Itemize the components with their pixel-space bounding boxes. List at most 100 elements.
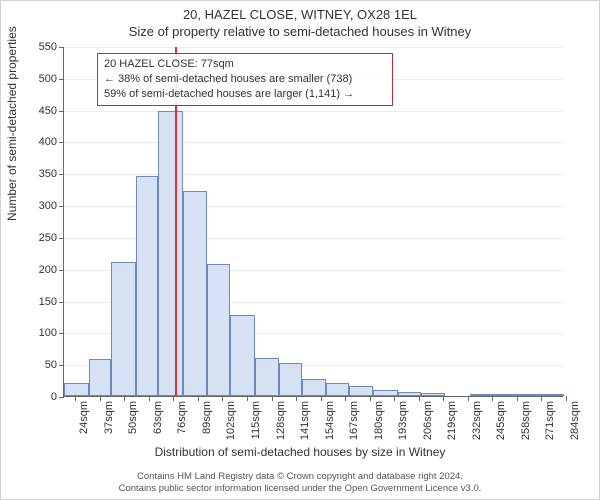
xtick-label: 284sqm (569, 401, 581, 461)
histogram-bar (255, 358, 280, 396)
xtick-mark (173, 396, 174, 401)
histogram-bar (89, 359, 112, 396)
xtick-label: 193sqm (397, 401, 409, 461)
xtick-mark (541, 396, 542, 401)
histogram-bar (398, 392, 421, 396)
xtick-mark (222, 396, 223, 401)
histogram-bar (64, 383, 89, 396)
xtick-label: 271sqm (544, 401, 556, 461)
xtick-mark (247, 396, 248, 401)
ytick-label: 150 (17, 296, 57, 308)
chart-container: 20, HAZEL CLOSE, WITNEY, OX28 1EL Size o… (0, 0, 600, 500)
xtick-mark (394, 396, 395, 401)
xtick-label: 141sqm (299, 401, 311, 461)
xtick-mark (443, 396, 444, 401)
xtick-mark (345, 396, 346, 401)
xtick-mark (321, 396, 322, 401)
histogram-bar (470, 394, 493, 396)
histogram-bar (517, 394, 542, 396)
annotation-line2: ← 38% of semi-detached houses are smalle… (104, 72, 386, 87)
gridline (64, 174, 563, 175)
xtick-label: 128sqm (275, 401, 287, 461)
xtick-label: 50sqm (127, 401, 139, 461)
xtick-mark (149, 396, 150, 401)
chart-title: 20, HAZEL CLOSE, WITNEY, OX28 1EL (1, 7, 599, 22)
ytick-mark (59, 238, 64, 239)
histogram-bar (541, 394, 564, 396)
histogram-bar (349, 386, 374, 396)
xtick-label: 115sqm (250, 401, 262, 461)
xtick-label: 37sqm (103, 401, 115, 461)
gridline (64, 47, 563, 48)
y-axis-label: Number of semi-detached properties (5, 26, 19, 221)
histogram-bar (326, 383, 349, 396)
ytick-mark (59, 174, 64, 175)
ytick-mark (59, 302, 64, 303)
ytick-label: 350 (17, 168, 57, 180)
xtick-mark (419, 396, 420, 401)
annotation-line1: 20 HAZEL CLOSE: 77sqm (104, 57, 386, 72)
histogram-bar (183, 191, 208, 396)
ytick-label: 250 (17, 232, 57, 244)
histogram-bar (230, 315, 255, 396)
footnote-line2: Contains public sector information licen… (1, 483, 599, 495)
ytick-mark (59, 270, 64, 271)
ytick-mark (59, 397, 64, 398)
xtick-mark (124, 396, 125, 401)
xtick-mark (370, 396, 371, 401)
histogram-bar (158, 111, 183, 396)
histogram-bar (111, 262, 136, 396)
xtick-label: 63sqm (152, 401, 164, 461)
ytick-label: 500 (17, 73, 57, 85)
xtick-label: 89sqm (201, 401, 213, 461)
ytick-label: 50 (17, 359, 57, 371)
ytick-mark (59, 47, 64, 48)
xtick-label: 167sqm (348, 401, 360, 461)
ytick-label: 550 (17, 41, 57, 53)
ytick-mark (59, 111, 64, 112)
footnote: Contains HM Land Registry data © Crown c… (1, 471, 599, 495)
xtick-mark (296, 396, 297, 401)
xtick-label: 76sqm (176, 401, 188, 461)
histogram-bar (492, 394, 517, 396)
xtick-label: 219sqm (446, 401, 458, 461)
histogram-bar (302, 379, 327, 396)
histogram-bar (421, 393, 446, 396)
footnote-line1: Contains HM Land Registry data © Crown c… (1, 471, 599, 483)
xtick-mark (198, 396, 199, 401)
annotation-box: 20 HAZEL CLOSE: 77sqm ← 38% of semi-deta… (97, 53, 393, 106)
xtick-label: 258sqm (520, 401, 532, 461)
ytick-mark (59, 206, 64, 207)
ytick-mark (59, 365, 64, 366)
xtick-mark (517, 396, 518, 401)
annotation-line3: 59% of semi-detached houses are larger (… (104, 87, 386, 102)
chart-subtitle: Size of property relative to semi-detach… (1, 24, 599, 39)
xtick-mark (75, 396, 76, 401)
xtick-label: 24sqm (78, 401, 90, 461)
xtick-label: 206sqm (422, 401, 434, 461)
xtick-mark (272, 396, 273, 401)
xtick-label: 232sqm (471, 401, 483, 461)
xtick-mark (492, 396, 493, 401)
histogram-bar (207, 264, 230, 396)
ytick-label: 400 (17, 136, 57, 148)
histogram-bar (279, 363, 302, 396)
gridline (64, 111, 563, 112)
xtick-mark (100, 396, 101, 401)
ytick-mark (59, 142, 64, 143)
xtick-mark (566, 396, 567, 401)
ytick-label: 100 (17, 327, 57, 339)
ytick-mark (59, 79, 64, 80)
xtick-label: 102sqm (225, 401, 237, 461)
ytick-label: 0 (17, 391, 57, 403)
ytick-mark (59, 333, 64, 334)
histogram-bar (136, 176, 159, 396)
xtick-label: 154sqm (324, 401, 336, 461)
xtick-label: 180sqm (373, 401, 385, 461)
ytick-label: 200 (17, 264, 57, 276)
xtick-label: 245sqm (495, 401, 507, 461)
xtick-mark (468, 396, 469, 401)
gridline (64, 142, 563, 143)
ytick-label: 450 (17, 105, 57, 117)
ytick-label: 300 (17, 200, 57, 212)
